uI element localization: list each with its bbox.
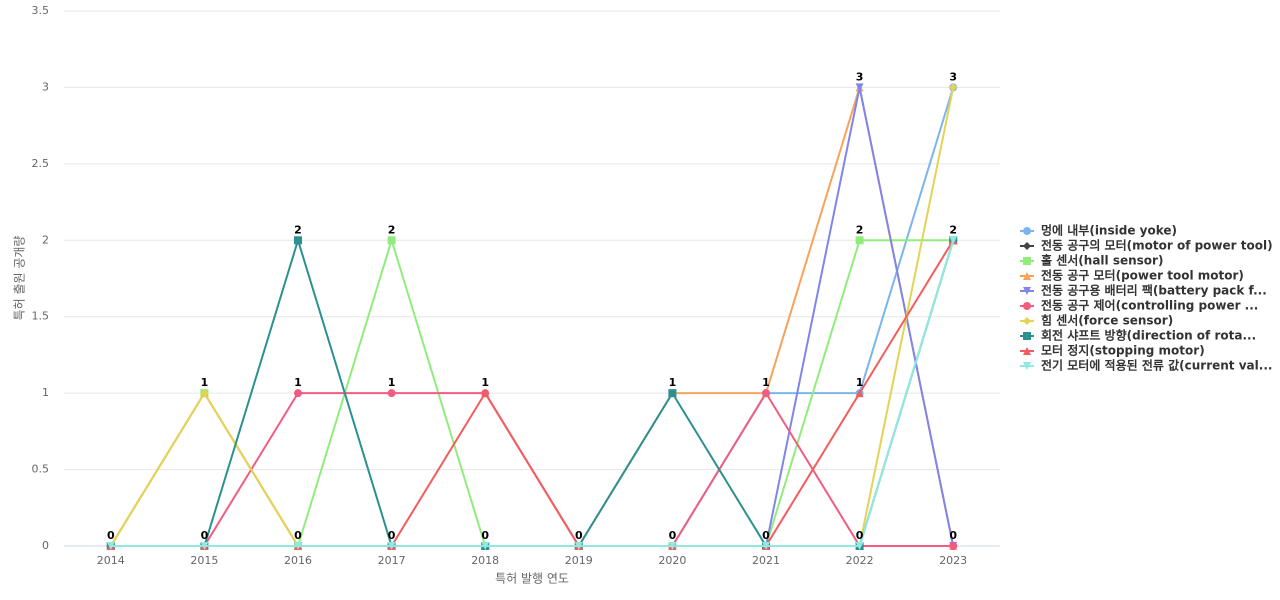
marker	[200, 542, 209, 550]
data-label: 0	[481, 529, 489, 542]
marker	[481, 389, 490, 398]
marker	[1023, 257, 1031, 265]
data-label: 1	[481, 376, 489, 389]
marker	[574, 542, 583, 550]
y-tick-label: 1.5	[32, 310, 50, 323]
legend-item[interactable]: 전동 공구의 모터(motor of power tool)	[1020, 238, 1273, 253]
data-label: 0	[294, 529, 302, 542]
marker	[949, 236, 958, 245]
x-tick-label: 2019	[565, 554, 593, 567]
legend-item[interactable]: 멍에 내부(inside yoke)	[1020, 223, 1177, 238]
legend-item[interactable]: 전기 모터에 적용된 전류 값(current val...	[1020, 358, 1272, 373]
legend-label: 모터 정지(stopping motor)	[1041, 343, 1205, 358]
x-tick-label: 2020	[658, 554, 686, 567]
marker	[668, 542, 677, 550]
data-label: 1	[856, 376, 864, 389]
x-tick-label: 2023	[939, 554, 967, 567]
marker	[387, 389, 396, 398]
data-label: 2	[949, 223, 957, 236]
data-label: 2	[856, 223, 864, 236]
data-label: 0	[762, 529, 770, 542]
legend-item[interactable]: 전동 공구용 배터리 팩(battery pack f...	[1020, 283, 1267, 298]
marker	[1023, 287, 1031, 295]
x-tick-label: 2018	[471, 554, 499, 567]
series	[106, 236, 958, 550]
marker	[1023, 272, 1031, 280]
marker	[1023, 362, 1031, 370]
y-tick-label: 0.5	[32, 463, 50, 476]
marker	[294, 389, 302, 398]
data-label: 3	[856, 70, 864, 83]
x-tick-label: 2015	[190, 554, 218, 567]
marker	[668, 389, 677, 398]
marker	[294, 236, 302, 245]
y-tick-label: 2.5	[32, 157, 50, 170]
marker	[949, 542, 958, 550]
legend-label: 멍에 내부(inside yoke)	[1041, 223, 1177, 238]
legend-item[interactable]: 모터 정지(stopping motor)	[1020, 343, 1205, 358]
y-axis-title: 특허 출원 공개량	[13, 236, 27, 321]
y-tick-label: 1	[42, 386, 49, 399]
marker	[855, 389, 864, 398]
legend-item[interactable]: 전동 공구 모터(power tool motor)	[1020, 268, 1244, 283]
data-label: 2	[294, 223, 302, 236]
x-axis-title: 특허 발행 연도	[495, 571, 569, 586]
data-label: 0	[388, 529, 396, 542]
marker	[1023, 317, 1031, 325]
y-tick-label: 3	[42, 80, 49, 93]
x-tick-label: 2021	[752, 554, 780, 567]
line	[110, 239, 955, 547]
legend-label: 전기 모터에 적용된 전류 값(current val...	[1041, 358, 1272, 373]
legend-item[interactable]: 힘 센서(force sensor)	[1020, 313, 1173, 328]
data-label: 1	[669, 376, 677, 389]
legend-item[interactable]: 전동 공구 제어(controlling power ...	[1020, 298, 1258, 313]
x-tick-label: 2022	[846, 554, 874, 567]
marker	[855, 542, 864, 550]
y-tick-label: 2	[42, 233, 49, 246]
data-label: 0	[856, 529, 864, 542]
marker	[949, 83, 958, 92]
marker	[1023, 347, 1031, 355]
data-label: 0	[201, 529, 209, 542]
data-label: 1	[201, 376, 209, 389]
data-label: 1	[294, 376, 302, 389]
marker	[762, 542, 770, 550]
legend-label: 전동 공구의 모터(motor of power tool)	[1041, 238, 1273, 253]
marker	[200, 389, 209, 398]
y-tick-label: 0	[42, 539, 49, 552]
data-label: 0	[107, 529, 115, 542]
marker	[1023, 332, 1031, 340]
y-tick-label: 3.5	[32, 4, 50, 17]
marker	[1023, 227, 1031, 235]
legend-item[interactable]: 홀 센서(hall sensor)	[1020, 253, 1163, 268]
marker	[294, 542, 302, 550]
data-label: 0	[575, 529, 583, 542]
legend-label: 전동 공구용 배터리 팩(battery pack f...	[1041, 283, 1267, 298]
data-label: 0	[949, 529, 957, 542]
marker	[855, 236, 864, 245]
data-label: 3	[949, 70, 957, 83]
legend-label: 회전 샤프트 방향(direction of rota...	[1041, 328, 1256, 343]
data-label: 0	[669, 529, 677, 542]
marker	[387, 542, 396, 550]
data-label: 1	[762, 376, 770, 389]
legend-label: 전동 공구 제어(controlling power ...	[1041, 298, 1258, 313]
x-tick-label: 2014	[97, 554, 125, 567]
x-tick-label: 2017	[378, 554, 406, 567]
data-label: 1	[388, 376, 396, 389]
legend-label: 전동 공구 모터(power tool motor)	[1041, 268, 1244, 283]
marker	[387, 236, 396, 245]
legend-item[interactable]: 회전 샤프트 방향(direction of rota...	[1020, 328, 1256, 343]
marker	[1023, 242, 1031, 250]
marker	[762, 389, 770, 398]
marker	[1023, 302, 1031, 310]
marker	[855, 83, 864, 92]
marker	[106, 542, 115, 550]
marker	[481, 542, 490, 550]
data-label: 2	[388, 223, 396, 236]
legend-label: 홀 센서(hall sensor)	[1041, 253, 1163, 268]
legend-label: 힘 센서(force sensor)	[1041, 313, 1173, 328]
x-tick-label: 2016	[284, 554, 312, 567]
